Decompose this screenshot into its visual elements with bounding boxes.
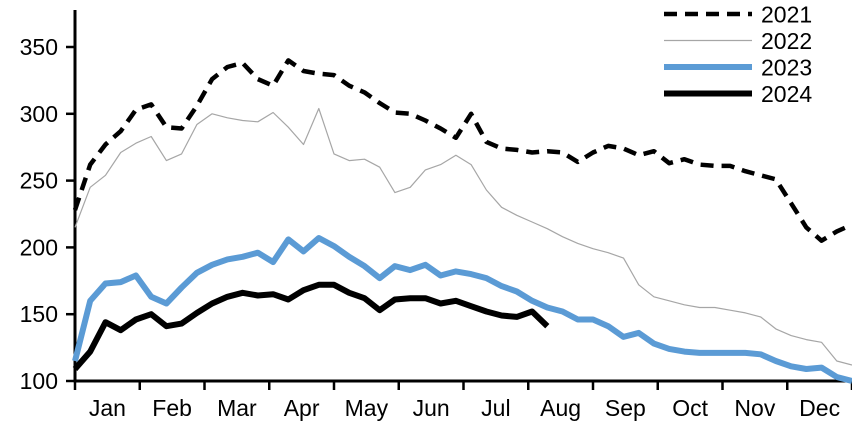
y-tick-label: 150 [20,301,58,327]
y-tick-label: 250 [20,168,58,194]
x-month-label: Nov [734,395,775,421]
y-tick-label: 350 [20,34,58,60]
legend-label-2024: 2024 [761,81,812,107]
x-month-label: Aug [540,395,581,421]
x-month-label: Apr [284,395,320,421]
x-month-label: Feb [152,395,192,421]
series-line-2021 [72,58,852,243]
series-line-2023 [72,235,852,384]
series-line-2022 [74,107,852,366]
x-month-label: Jan [89,395,126,421]
y-tick-label: 100 [20,368,58,394]
legend-label-2023: 2023 [761,55,812,81]
legend-label-2021: 2021 [761,2,812,28]
x-month-label: Jul [481,395,510,421]
x-month-label: Sep [605,395,646,421]
x-month-label: Dec [799,395,840,421]
series-line-2024 [72,281,550,371]
y-tick-label: 300 [20,101,58,127]
x-month-label: Jun [413,395,450,421]
x-month-label: Mar [217,395,257,421]
x-month-label: Oct [672,395,708,421]
x-month-label: May [345,395,389,421]
legend-label-2022: 2022 [761,28,812,54]
y-tick-label: 200 [20,234,58,260]
